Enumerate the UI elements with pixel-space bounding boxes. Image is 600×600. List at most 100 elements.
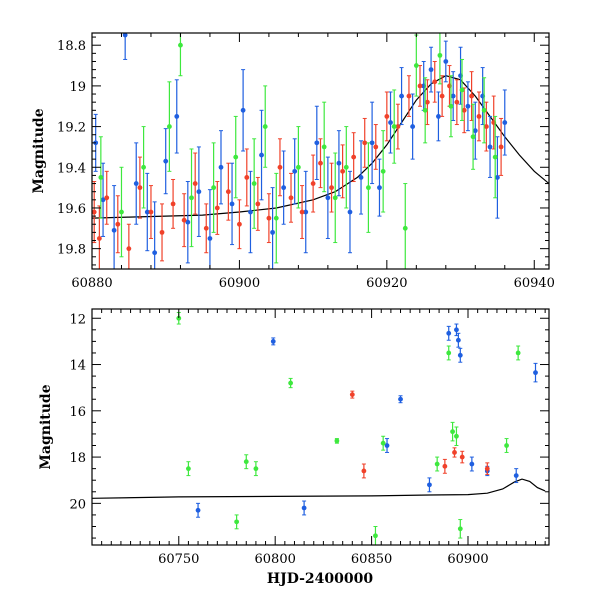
top-red-point [277,138,283,197]
top-x-tick-label: 60920 [366,276,407,291]
bottom-green-point [243,454,249,470]
top-green-point [366,142,371,233]
top-blue-point [259,109,264,201]
top-red-point [244,148,250,207]
top-green-point [422,77,428,144]
top-red-point [203,203,209,254]
bottom-x-tick-label: 60750 [158,552,199,567]
top-panel-marks [92,33,549,269]
top-blue-point [144,172,150,252]
bottom-green-point [253,461,259,477]
bottom-green-point [446,345,452,361]
top-blue-point [100,162,106,237]
top-blue-point [270,187,275,269]
bottom-panel-ticks: 60750 60800 60850 60900 12 14 16 18 20 [69,309,549,567]
top-blue-point [436,91,441,142]
top-x-tick-label: 60880 [71,276,112,291]
top-green-point [166,81,172,172]
top-red-point [329,162,334,213]
top-green-point [437,33,443,85]
bottom-panel-marks [92,311,546,545]
bottom-red-point [484,462,490,475]
top-red-point [395,103,401,150]
top-red-point [255,176,261,231]
bottom-green-point [288,377,294,389]
bottom-green-point [380,435,386,451]
top-blue-point [443,40,449,83]
bottom-y-tick-label: 18 [69,451,86,466]
top-red-point [310,154,316,213]
top-blue-point [347,170,353,254]
x-axis-label: HJD-2400000 [267,571,374,587]
top-y-tick-label: 19.4 [57,161,86,176]
top-green-point [141,126,146,209]
top-red-point [417,65,423,107]
top-blue-point [163,128,169,195]
top-blue-point [487,115,493,178]
top-red-point [159,203,165,262]
top-blue-point [174,79,180,154]
top-red-point [424,79,430,126]
top-red-point [104,170,110,225]
top-red-point [318,138,323,189]
top-y-tick-label: 19.6 [57,202,86,217]
top-y-tick-label: 19.8 [57,243,86,258]
top-blue-point [207,189,213,269]
top-blue-point [388,91,393,154]
top-blue-point [185,181,191,264]
bottom-green-point [373,525,378,545]
top-red-point [362,117,368,168]
top-x-tick-label: 60940 [514,276,555,291]
top-blue-point [196,146,202,237]
top-green-point [321,101,327,193]
top-blue-point [399,67,404,126]
top-blue-point [377,158,382,217]
top-red-point [454,79,460,126]
bottom-blue-point [513,468,519,484]
top-green-point [262,85,268,168]
top-blue-point [281,150,287,225]
top-blue-point [240,69,246,152]
top-y-axis-label: Magnitude [31,108,47,193]
top-red-point [439,75,445,117]
top-green-point [189,148,194,248]
top-red-point [126,223,132,269]
bottom-blue-point [455,332,461,348]
bottom-blue-point [446,325,452,341]
top-red-point [115,195,121,254]
top-y-tick-label: 19 [69,80,86,95]
top-blue-point [303,170,309,254]
top-green-point [380,130,386,213]
top-red-point [299,185,305,239]
top-red-point [137,156,143,219]
top-blue-point [218,130,224,205]
top-blue-point [428,46,434,93]
top-blue-point [133,142,139,225]
bottom-x-tick-label: 60800 [255,552,296,567]
bottom-blue-point [469,456,475,472]
top-blue-point [369,101,375,185]
top-blue-point [358,140,364,215]
bottom-green-point [515,345,521,361]
top-blue-point [111,185,117,269]
bottom-red-point [361,463,367,479]
top-red-point [181,193,187,248]
top-blue-point [410,93,416,160]
top-red-point [469,71,475,121]
bottom-red-point [452,447,457,458]
bottom-green-point [454,426,459,447]
bottom-green-point [504,438,509,453]
bottom-blue-point [398,395,403,404]
top-plot-area [92,33,549,269]
top-y-tick-label: 18.8 [57,39,86,54]
top-green-point [233,115,239,199]
top-green-point [119,166,124,258]
top-green-point [332,152,338,244]
top-panel-ticks: 60880 60900 60920 60940 18.8 19 19.2 19.4 19.6 19… [57,33,555,291]
top-green-point [295,126,301,209]
top-red-point [288,172,294,223]
top-green-point [178,33,183,77]
bottom-x-tick-label: 60850 [351,552,392,567]
bottom-y-tick-label: 20 [69,497,86,512]
